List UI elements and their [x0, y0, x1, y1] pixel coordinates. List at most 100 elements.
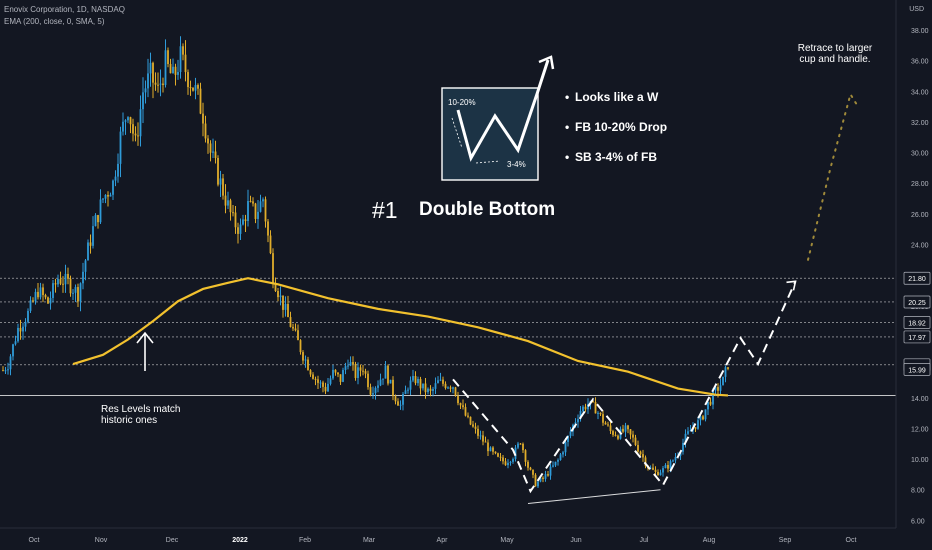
candle-body[interactable]	[82, 271, 84, 284]
candle-body[interactable]	[87, 242, 89, 261]
candle-body[interactable]	[277, 290, 279, 298]
candle-body[interactable]	[629, 429, 632, 435]
candle-body[interactable]	[467, 415, 469, 417]
candle-body[interactable]	[79, 283, 82, 302]
candle-body[interactable]	[459, 403, 462, 406]
candle-body[interactable]	[29, 300, 32, 311]
candle-body[interactable]	[187, 72, 189, 88]
candle-body[interactable]	[649, 467, 652, 469]
candle-body[interactable]	[349, 362, 352, 366]
candle-body[interactable]	[687, 431, 689, 434]
candle-body[interactable]	[434, 383, 437, 389]
candle-body[interactable]	[237, 227, 239, 234]
price-label[interactable]: 15.99	[908, 367, 926, 374]
candle-body[interactable]	[707, 401, 709, 410]
candle-body[interactable]	[392, 379, 394, 397]
candle-body[interactable]	[497, 453, 499, 457]
candle-body[interactable]	[624, 425, 627, 432]
candle-body[interactable]	[32, 300, 34, 302]
price-label[interactable]: 17.97	[908, 335, 926, 342]
candle-body[interactable]	[292, 326, 294, 329]
candle-body[interactable]	[462, 405, 464, 408]
candle-body[interactable]	[664, 464, 667, 469]
candle-body[interactable]	[302, 352, 304, 361]
candle-body[interactable]	[227, 200, 229, 206]
candle-body[interactable]	[242, 219, 244, 225]
candle-body[interactable]	[722, 376, 724, 386]
candle-body[interactable]	[667, 464, 669, 469]
candle-body[interactable]	[177, 72, 179, 75]
candle-body[interactable]	[259, 201, 262, 212]
candle-body[interactable]	[94, 215, 97, 227]
candle-body[interactable]	[199, 88, 202, 114]
candle-body[interactable]	[494, 451, 497, 454]
candle-body[interactable]	[527, 461, 529, 468]
candle-body[interactable]	[139, 109, 142, 137]
candle-body[interactable]	[219, 178, 222, 185]
candle-body[interactable]	[162, 83, 164, 85]
candle-body[interactable]	[569, 431, 572, 436]
candle-body[interactable]	[144, 88, 147, 93]
candle-body[interactable]	[644, 457, 647, 466]
candle-body[interactable]	[674, 457, 677, 461]
candle-body[interactable]	[12, 344, 14, 357]
candle-body[interactable]	[444, 383, 447, 388]
ema-200-line[interactable]	[72, 277, 729, 397]
candle-body[interactable]	[262, 199, 264, 202]
candle-body[interactable]	[684, 433, 687, 443]
candle-body[interactable]	[419, 379, 422, 389]
candle-body[interactable]	[562, 452, 564, 455]
candle-body[interactable]	[132, 124, 134, 134]
candle-body[interactable]	[632, 434, 634, 438]
candle-body[interactable]	[39, 287, 42, 298]
candle-body[interactable]	[17, 327, 19, 342]
candle-body[interactable]	[724, 367, 727, 377]
candle-body[interactable]	[364, 371, 367, 374]
candle-body[interactable]	[184, 54, 187, 73]
candle-body[interactable]	[582, 406, 584, 411]
candle-body[interactable]	[379, 379, 382, 386]
candle-body[interactable]	[274, 283, 277, 291]
candle-body[interactable]	[197, 84, 199, 89]
candle-body[interactable]	[699, 416, 702, 421]
candle-body[interactable]	[384, 365, 387, 379]
candle-body[interactable]	[329, 378, 332, 384]
candle-body[interactable]	[142, 92, 144, 110]
candle-body[interactable]	[607, 424, 609, 426]
candle-body[interactable]	[304, 359, 307, 361]
candle-body[interactable]	[112, 180, 114, 195]
candle-body[interactable]	[314, 378, 317, 380]
candle-body[interactable]	[374, 387, 377, 394]
candle-body[interactable]	[539, 477, 542, 482]
candle-body[interactable]	[657, 471, 659, 476]
candle-body[interactable]	[14, 341, 17, 345]
candle-body[interactable]	[294, 328, 297, 331]
candle-body[interactable]	[322, 382, 324, 387]
candle-body[interactable]	[547, 474, 549, 476]
candle-body[interactable]	[702, 416, 704, 420]
candle-body[interactable]	[354, 364, 357, 378]
candle-body[interactable]	[697, 420, 699, 429]
candle-body[interactable]	[289, 317, 292, 327]
candle-body[interactable]	[24, 321, 27, 327]
candle-body[interactable]	[217, 157, 219, 185]
double-bottom-projection[interactable]	[452, 280, 797, 494]
candle-body[interactable]	[457, 395, 459, 404]
candle-body[interactable]	[672, 460, 674, 462]
candle-body[interactable]	[287, 303, 289, 318]
candle-body[interactable]	[442, 379, 444, 384]
candle-body[interactable]	[104, 194, 107, 199]
candle-body[interactable]	[209, 143, 212, 153]
candle-body[interactable]	[492, 447, 494, 452]
candle-body[interactable]	[719, 385, 722, 391]
candle-body[interactable]	[174, 66, 177, 75]
candle-body[interactable]	[317, 379, 319, 383]
candle-body[interactable]	[269, 235, 272, 254]
candle-body[interactable]	[464, 407, 467, 416]
price-label[interactable]: 18.92	[908, 320, 926, 327]
price-label-box[interactable]	[903, 363, 931, 376]
candle-body[interactable]	[472, 424, 474, 427]
candle-body[interactable]	[272, 253, 274, 284]
candle-body[interactable]	[334, 369, 337, 373]
candle-body[interactable]	[584, 406, 587, 410]
